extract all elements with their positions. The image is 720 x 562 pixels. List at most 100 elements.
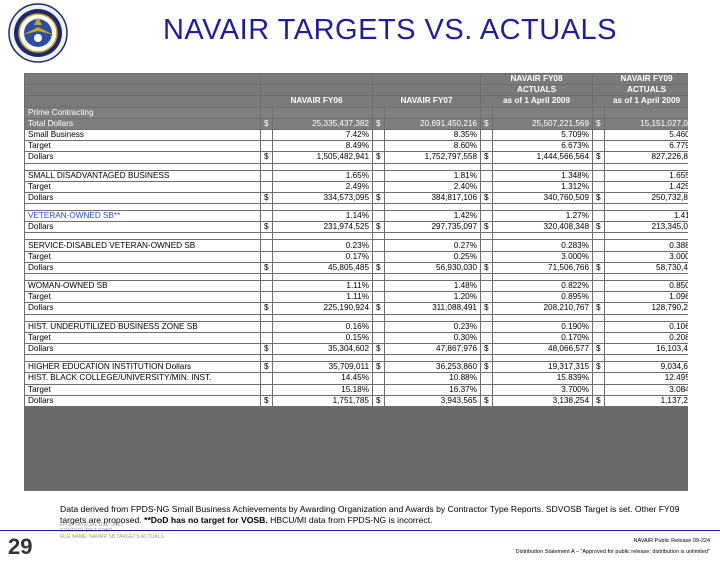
value-cell: 0.17%	[272, 250, 373, 263]
currency-symbol	[592, 140, 606, 153]
spacer-cell	[272, 313, 373, 322]
header-blank	[24, 84, 261, 97]
value-cell: 1.14%	[272, 210, 373, 223]
spacer-cell	[604, 354, 688, 363]
currency-symbol	[592, 210, 606, 223]
spacer-cell	[272, 232, 373, 241]
row-label: Dollars	[24, 151, 261, 164]
table-row: Dollars $35,304,602 $47,867,976 $48,066,577…	[24, 342, 688, 356]
row-label: Dollars	[24, 342, 261, 356]
value-cell: 1,752,797,558	[384, 151, 481, 164]
value-cell: 14.45%	[272, 372, 373, 385]
row-label: Target	[24, 180, 261, 193]
spacer-cell	[480, 313, 493, 322]
value-cell	[491, 106, 594, 119]
value-cell: 0.23%	[384, 320, 481, 333]
currency-symbol	[260, 128, 273, 142]
row-label: Dollars	[24, 302, 261, 315]
value-cell: 1.48%	[384, 279, 481, 293]
value-cell: 71,506,766	[491, 261, 594, 275]
table-row: SMALL DISADVANTAGED BUSINESS 1.65% 1.81% 1.…	[24, 169, 688, 182]
currency-symbol: $	[480, 361, 493, 374]
spacer-cell	[480, 354, 493, 363]
value-cell: 1.098%	[604, 291, 688, 304]
row-label: Dollars	[24, 394, 261, 407]
release-statement: NAVAIR Public Release 09-224 Distributio…	[516, 536, 710, 558]
currency-symbol: $	[260, 342, 273, 356]
value-cell: 320,408,348	[491, 221, 594, 234]
value-cell: 20,691,450,216	[384, 117, 481, 130]
currency-symbol: $	[260, 302, 273, 315]
row-label: Prime Contracting	[24, 106, 261, 119]
currency-symbol	[592, 383, 606, 396]
currency-symbol	[480, 140, 493, 153]
faint-marking: FFOR OFFICIAL USE ONLY CONTROL MGT CRBP …	[60, 522, 164, 540]
currency-symbol	[480, 180, 493, 193]
value-cell: 0.170%	[491, 331, 594, 344]
value-cell: 3,138,254	[491, 394, 594, 407]
value-cell: 15,151,027,058	[604, 117, 688, 130]
value-cell: 1.41%	[604, 210, 688, 223]
spacer-cell	[384, 232, 481, 241]
currency-symbol: $	[592, 342, 606, 356]
spacer-cell	[384, 203, 481, 212]
value-cell: 10.88%	[384, 372, 481, 385]
value-cell: 1.312%	[491, 180, 594, 193]
spacer-cell	[260, 162, 273, 171]
value-cell: 827,226,815	[604, 151, 688, 164]
value-cell: 0.106%	[604, 320, 688, 333]
data-grid: NAVAIR FY08 NAVAIR FY09 ACTUALS ACTUALS …	[24, 73, 688, 407]
header-fy08-date: as of 1 April 2009	[479, 95, 594, 108]
currency-symbol	[592, 180, 606, 193]
value-cell: 3,943,565	[384, 394, 481, 407]
spacer-cell	[592, 162, 606, 171]
footnote-vosb-note: **DoD has no target for VOSB.	[144, 515, 268, 525]
footnote-hbcu-note: HBCU/MI data from FPDS-NG is incorrect.	[267, 515, 433, 525]
currency-symbol	[260, 106, 273, 119]
value-cell: 3.700%	[491, 383, 594, 396]
value-cell: 0.30%	[384, 331, 481, 344]
currency-symbol	[372, 279, 385, 293]
currency-symbol: $	[480, 191, 493, 205]
spacer-cell	[480, 232, 493, 241]
navair-seal-icon	[8, 3, 68, 63]
value-cell: 15.18%	[272, 383, 373, 396]
value-cell: 297,735,097	[384, 221, 481, 234]
currency-symbol	[480, 291, 493, 304]
currency-symbol: $	[372, 221, 385, 234]
table-row: HIGHER EDUCATION INSTITUTION Dollars $35,…	[24, 361, 688, 374]
spacer-cell	[272, 354, 373, 363]
spacer-row	[24, 354, 688, 363]
spacer-cell	[592, 232, 606, 241]
row-label: WOMAN-OWNED SB	[24, 279, 261, 293]
spacer-cell	[372, 273, 385, 281]
spacer-cell	[384, 313, 481, 322]
currency-symbol: $	[592, 151, 606, 164]
value-cell: 25,335,437,382	[272, 117, 373, 130]
spacer-cell	[480, 273, 493, 281]
currency-symbol	[480, 128, 493, 142]
spacer-row	[24, 313, 688, 322]
currency-symbol: $	[592, 191, 606, 205]
value-cell: 1,751,785	[272, 394, 373, 407]
row-label: Dollars	[24, 191, 261, 205]
value-cell: 1.65%	[272, 169, 373, 182]
value-cell: 35,304,602	[272, 342, 373, 356]
currency-symbol	[480, 372, 493, 385]
row-label: Dollars	[24, 261, 261, 275]
currency-symbol	[372, 383, 385, 396]
spacer-cell	[24, 232, 261, 241]
currency-symbol	[592, 320, 606, 333]
table-row: SERVICE-DISABLED VETERAN-OWNED SB 0.23% 0.…	[24, 239, 688, 252]
value-cell: 334,573,095	[272, 191, 373, 205]
spacer-cell	[592, 273, 606, 281]
currency-symbol: $	[372, 302, 385, 315]
value-cell: 16,103,450	[604, 342, 688, 356]
spacer-cell	[491, 162, 594, 171]
targets-actuals-table: NAVAIR FY08 NAVAIR FY09 ACTUALS ACTUALS …	[24, 73, 688, 491]
currency-symbol: $	[592, 361, 606, 374]
faint-line-1: FFOR OFFICIAL USE ONLY	[60, 522, 124, 528]
table-row: Prime Contracting	[24, 106, 688, 119]
table-row: Small Business 7.42% 8.35% 5.709% 5.460%	[24, 128, 688, 142]
currency-symbol: $	[372, 361, 385, 374]
